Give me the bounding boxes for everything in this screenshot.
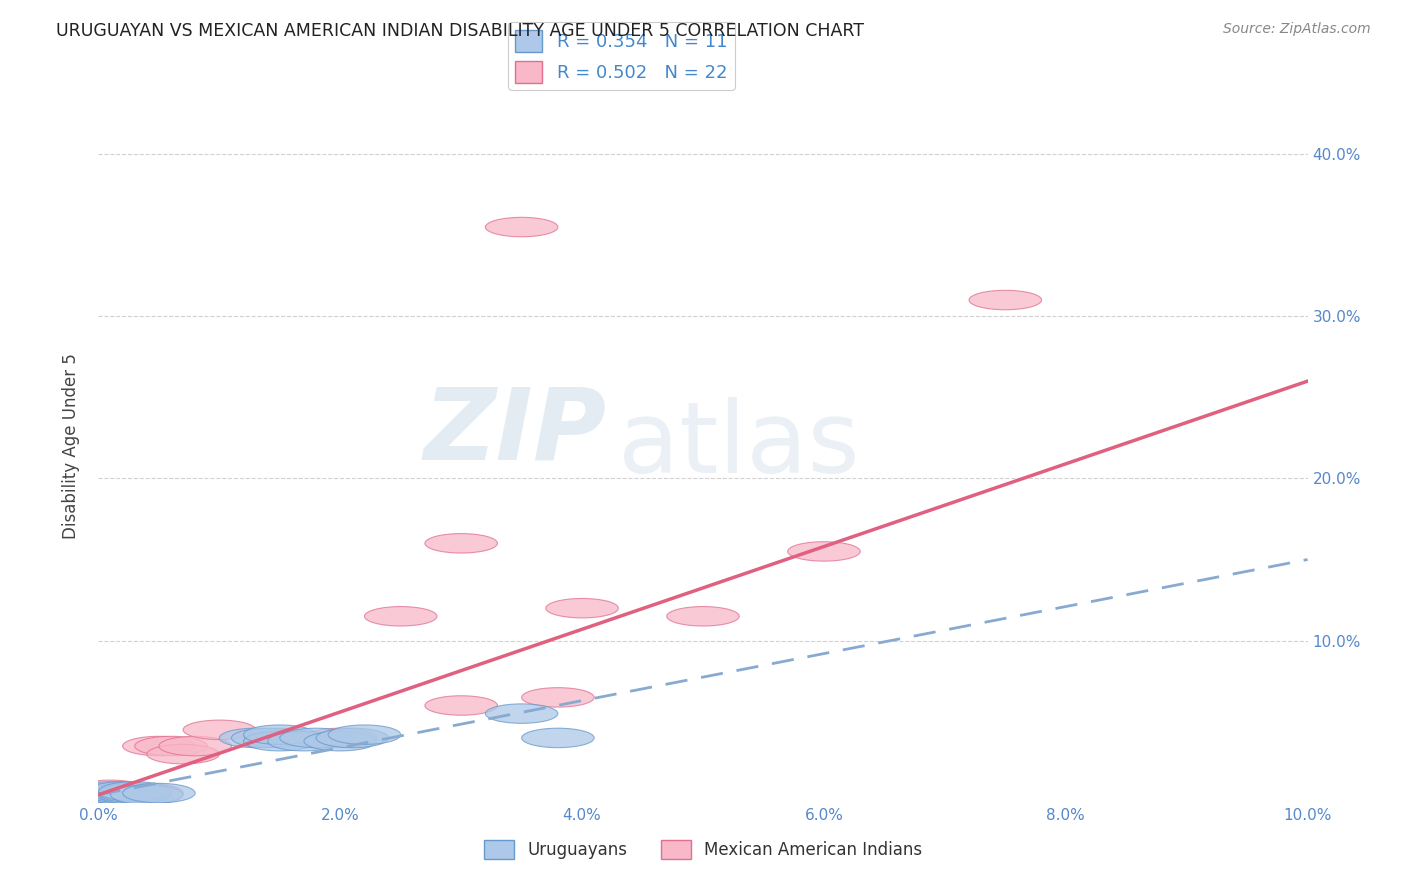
Text: Source: ZipAtlas.com: Source: ZipAtlas.com xyxy=(1223,22,1371,37)
Ellipse shape xyxy=(135,736,207,756)
Ellipse shape xyxy=(546,599,619,618)
Ellipse shape xyxy=(75,780,146,799)
Ellipse shape xyxy=(243,725,316,745)
Ellipse shape xyxy=(98,783,172,803)
Ellipse shape xyxy=(75,781,146,801)
Ellipse shape xyxy=(86,781,159,801)
Ellipse shape xyxy=(485,218,558,236)
Ellipse shape xyxy=(787,541,860,561)
Ellipse shape xyxy=(328,725,401,745)
Ellipse shape xyxy=(86,783,159,803)
Y-axis label: Disability Age Under 5: Disability Age Under 5 xyxy=(62,353,80,539)
Ellipse shape xyxy=(485,704,558,723)
Ellipse shape xyxy=(219,728,292,747)
Text: ZIP: ZIP xyxy=(423,384,606,480)
Ellipse shape xyxy=(522,728,595,747)
Ellipse shape xyxy=(280,728,353,747)
Text: URUGUAYAN VS MEXICAN AMERICAN INDIAN DISABILITY AGE UNDER 5 CORRELATION CHART: URUGUAYAN VS MEXICAN AMERICAN INDIAN DIS… xyxy=(56,22,865,40)
Ellipse shape xyxy=(75,783,146,803)
Ellipse shape xyxy=(146,745,219,764)
Legend: R = 0.354   N = 11, R = 0.502   N = 22: R = 0.354 N = 11, R = 0.502 N = 22 xyxy=(508,22,734,90)
Ellipse shape xyxy=(98,785,172,805)
Ellipse shape xyxy=(111,785,183,805)
Ellipse shape xyxy=(86,781,159,801)
Ellipse shape xyxy=(122,783,195,803)
Ellipse shape xyxy=(243,731,316,751)
Text: atlas: atlas xyxy=(619,398,860,494)
Ellipse shape xyxy=(232,728,304,747)
Ellipse shape xyxy=(425,696,498,715)
Ellipse shape xyxy=(86,785,159,805)
Ellipse shape xyxy=(267,731,340,751)
Ellipse shape xyxy=(316,728,388,747)
Legend: Uruguayans, Mexican American Indians: Uruguayans, Mexican American Indians xyxy=(477,833,929,866)
Ellipse shape xyxy=(364,607,437,626)
Ellipse shape xyxy=(159,736,232,756)
Ellipse shape xyxy=(666,607,740,626)
Ellipse shape xyxy=(304,728,377,747)
Ellipse shape xyxy=(75,785,146,805)
Ellipse shape xyxy=(183,720,256,739)
Ellipse shape xyxy=(75,785,146,805)
Ellipse shape xyxy=(243,728,316,747)
Ellipse shape xyxy=(304,731,377,751)
Ellipse shape xyxy=(86,785,159,805)
Ellipse shape xyxy=(98,785,172,805)
Ellipse shape xyxy=(969,290,1042,310)
Ellipse shape xyxy=(98,781,172,801)
Ellipse shape xyxy=(425,533,498,553)
Ellipse shape xyxy=(122,736,195,756)
Ellipse shape xyxy=(111,783,183,803)
Ellipse shape xyxy=(522,688,595,707)
